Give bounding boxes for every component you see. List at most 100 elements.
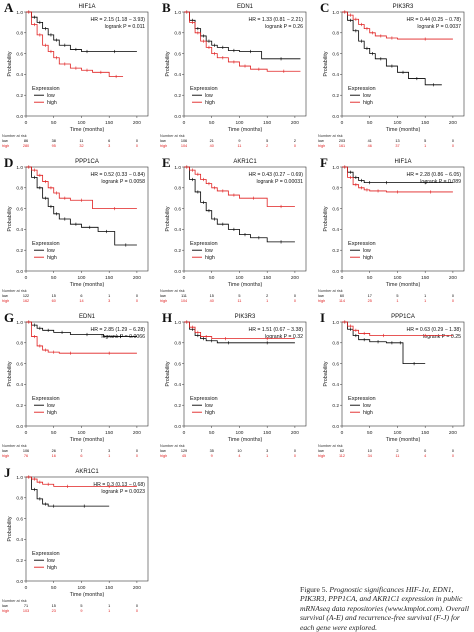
y-tick-label: 0.8 <box>332 31 339 37</box>
risk-value-low: 0 <box>136 449 138 453</box>
risk-value-high: 280 <box>23 144 29 148</box>
risk-value-low: 3 <box>108 449 110 453</box>
plot-frame <box>341 321 465 427</box>
hr-annotation: HR = 0.44 (0.25 − 0.78) <box>406 17 461 23</box>
legend-title: Expression <box>348 396 376 402</box>
risk-value-high: 4 <box>424 454 426 458</box>
legend-label-high: high <box>47 100 57 106</box>
y-tick-label: 0.4 <box>174 227 181 233</box>
y-tick-label: 0.8 <box>16 186 23 192</box>
plot-frame <box>25 476 149 582</box>
plot-frame <box>183 11 307 117</box>
panel-letter: D <box>4 155 13 170</box>
risk-row-label-low: low <box>2 449 8 453</box>
legend-label-high: high <box>205 100 215 106</box>
risk-value-low: 41 <box>368 139 372 143</box>
risk-table-title: Number at risk <box>2 289 27 293</box>
y-tick-label: 1.0 <box>16 165 23 171</box>
risk-value-high: 0 <box>294 454 296 458</box>
y-axis-label: Probability <box>7 361 13 386</box>
chart-title: EDN1 <box>237 4 254 10</box>
y-tick-label: 0.4 <box>16 537 23 543</box>
y-tick-label: 0.8 <box>174 341 181 347</box>
km-curve-low <box>184 321 295 344</box>
x-tick-label: 200 <box>449 430 457 436</box>
risk-value-high: 1 <box>424 299 426 303</box>
risk-value-low: 0 <box>136 604 138 608</box>
hr-annotation: HR = 1.33 (0.81 − 2.21) <box>248 17 303 23</box>
x-tick-label: 200 <box>133 585 141 591</box>
risk-value-high: 0 <box>452 299 454 303</box>
logrank-annotation: logrank P = 0.0058 <box>101 179 145 185</box>
x-axis-label: Time (months) <box>228 127 263 133</box>
y-tick-label: 0.6 <box>174 51 181 57</box>
x-tick-label: 200 <box>133 120 141 126</box>
legend-label-high: high <box>47 565 57 571</box>
risk-value-low: 0 <box>452 449 454 453</box>
logrank-annotation: logrank P = 0.26 <box>265 24 303 30</box>
x-tick-label: 100 <box>393 120 401 126</box>
km-curve-high <box>26 476 137 487</box>
y-tick-label: 0.2 <box>16 558 23 564</box>
km-curve-high <box>342 166 453 193</box>
risk-value-high: 1 <box>266 299 268 303</box>
risk-value-high: 46 <box>368 144 372 148</box>
x-tick-label: 200 <box>291 275 299 281</box>
y-tick-label: 0.2 <box>174 403 181 409</box>
panel-letter: J <box>4 465 11 480</box>
risk-row-label-low: low <box>318 294 324 298</box>
x-tick-label: 150 <box>421 120 429 126</box>
x-tick-label: 50 <box>209 430 215 436</box>
plot-frame <box>25 11 149 117</box>
risk-value-low: 60 <box>340 294 344 298</box>
y-tick-label: 0.6 <box>16 361 23 367</box>
risk-value-low: 0 <box>136 139 138 143</box>
risk-table-title: Number at risk <box>318 289 343 293</box>
y-tick-label: 1.0 <box>16 10 23 16</box>
risk-value-low: 203 <box>339 139 345 143</box>
y-tick-label: 1.0 <box>332 320 339 326</box>
panel-letter: B <box>162 0 171 15</box>
y-tick-label: 0.4 <box>16 382 23 388</box>
x-tick-label: 50 <box>209 120 215 126</box>
y-tick-label: 1.0 <box>16 475 23 481</box>
risk-value-high: 0 <box>452 454 454 458</box>
x-tick-label: 100 <box>393 275 401 281</box>
plot-frame <box>25 321 149 427</box>
x-tick-label: 150 <box>105 275 113 281</box>
y-tick-label: 0.8 <box>16 341 23 347</box>
risk-value-low: 0 <box>452 294 454 298</box>
risk-value-high: 0 <box>452 144 454 148</box>
hr-annotation: HR = 0.52 (0.33 − 0.84) <box>90 172 145 178</box>
hr-annotation: HR = 2.85 (1.29 − 6.28) <box>90 327 145 333</box>
y-tick-label: 0.6 <box>332 51 339 57</box>
risk-value-high: 2 <box>266 144 268 148</box>
risk-value-low: 15 <box>52 294 56 298</box>
x-axis-label: Time (months) <box>386 127 421 133</box>
y-tick-label: 0.4 <box>332 227 339 233</box>
risk-value-low: 62 <box>340 449 344 453</box>
risk-value-high: 1 <box>266 454 268 458</box>
y-tick-label: 0.4 <box>332 382 339 388</box>
risk-value-high: 0 <box>136 609 138 613</box>
y-axis-label: Probability <box>7 516 13 541</box>
x-tick-label: 100 <box>235 120 243 126</box>
x-tick-label: 50 <box>367 275 373 281</box>
y-tick-label: 0.0 <box>16 424 23 430</box>
risk-value-high: 104 <box>181 144 187 148</box>
chart-title: HIF1A <box>394 159 411 165</box>
risk-value-low: 0 <box>452 139 454 143</box>
risk-row-label-low: low <box>2 294 8 298</box>
legend-label-low: low <box>363 403 371 409</box>
x-tick-label: 0 <box>341 120 344 126</box>
risk-value-low: 71 <box>24 604 28 608</box>
x-tick-label: 0 <box>183 430 186 436</box>
risk-value-low: 1 <box>108 294 110 298</box>
logrank-annotation: logrank P = 0.0023 <box>101 489 145 495</box>
legend-label-high: high <box>47 255 57 261</box>
risk-value-high: 0 <box>136 299 138 303</box>
panel-letter: E <box>162 155 171 170</box>
risk-row-label-high: high <box>318 299 325 303</box>
